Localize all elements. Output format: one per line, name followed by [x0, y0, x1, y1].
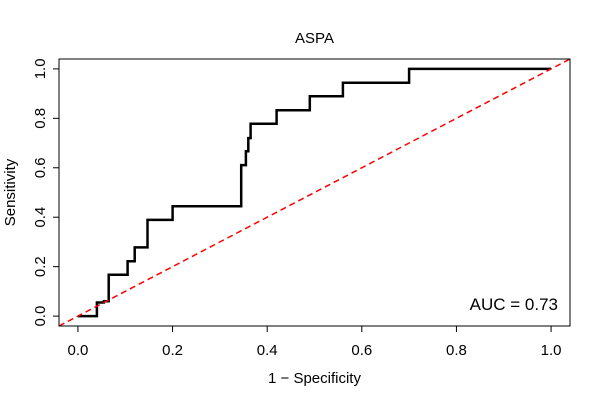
y-axis-label: Sensitivity — [2, 158, 19, 226]
auc-annotation: AUC = 0.73 — [470, 295, 558, 314]
series-layer — [58, 58, 571, 327]
y-tick-label: 0.0 — [32, 306, 49, 327]
x-tick-label: 0.0 — [67, 342, 88, 359]
x-axis-label: 1 − Specificity — [268, 370, 361, 387]
x-tick-label: 0.2 — [162, 342, 183, 359]
y-tick-label: 1.0 — [32, 58, 49, 79]
x-tick-label: 0.6 — [351, 342, 372, 359]
x-tick-label: 0.8 — [446, 342, 467, 359]
y-tick-label: 0.2 — [32, 256, 49, 277]
y-tick-label: 0.6 — [32, 157, 49, 178]
y-axis: 0.0 0.2 0.4 0.6 0.8 1.0 — [32, 58, 59, 327]
chart-title: ASPA — [295, 30, 334, 47]
x-tick-label: 0.4 — [257, 342, 278, 359]
roc-curve-line — [77, 67, 552, 318]
x-tick-label: 1.0 — [541, 342, 562, 359]
y-tick-label: 0.4 — [32, 207, 49, 228]
x-axis: 0.0 0.2 0.4 0.6 0.8 1.0 — [67, 326, 562, 359]
plot-frame — [58, 58, 571, 327]
y-tick-label: 0.8 — [32, 108, 49, 129]
reference-diagonal-line — [58, 58, 571, 327]
